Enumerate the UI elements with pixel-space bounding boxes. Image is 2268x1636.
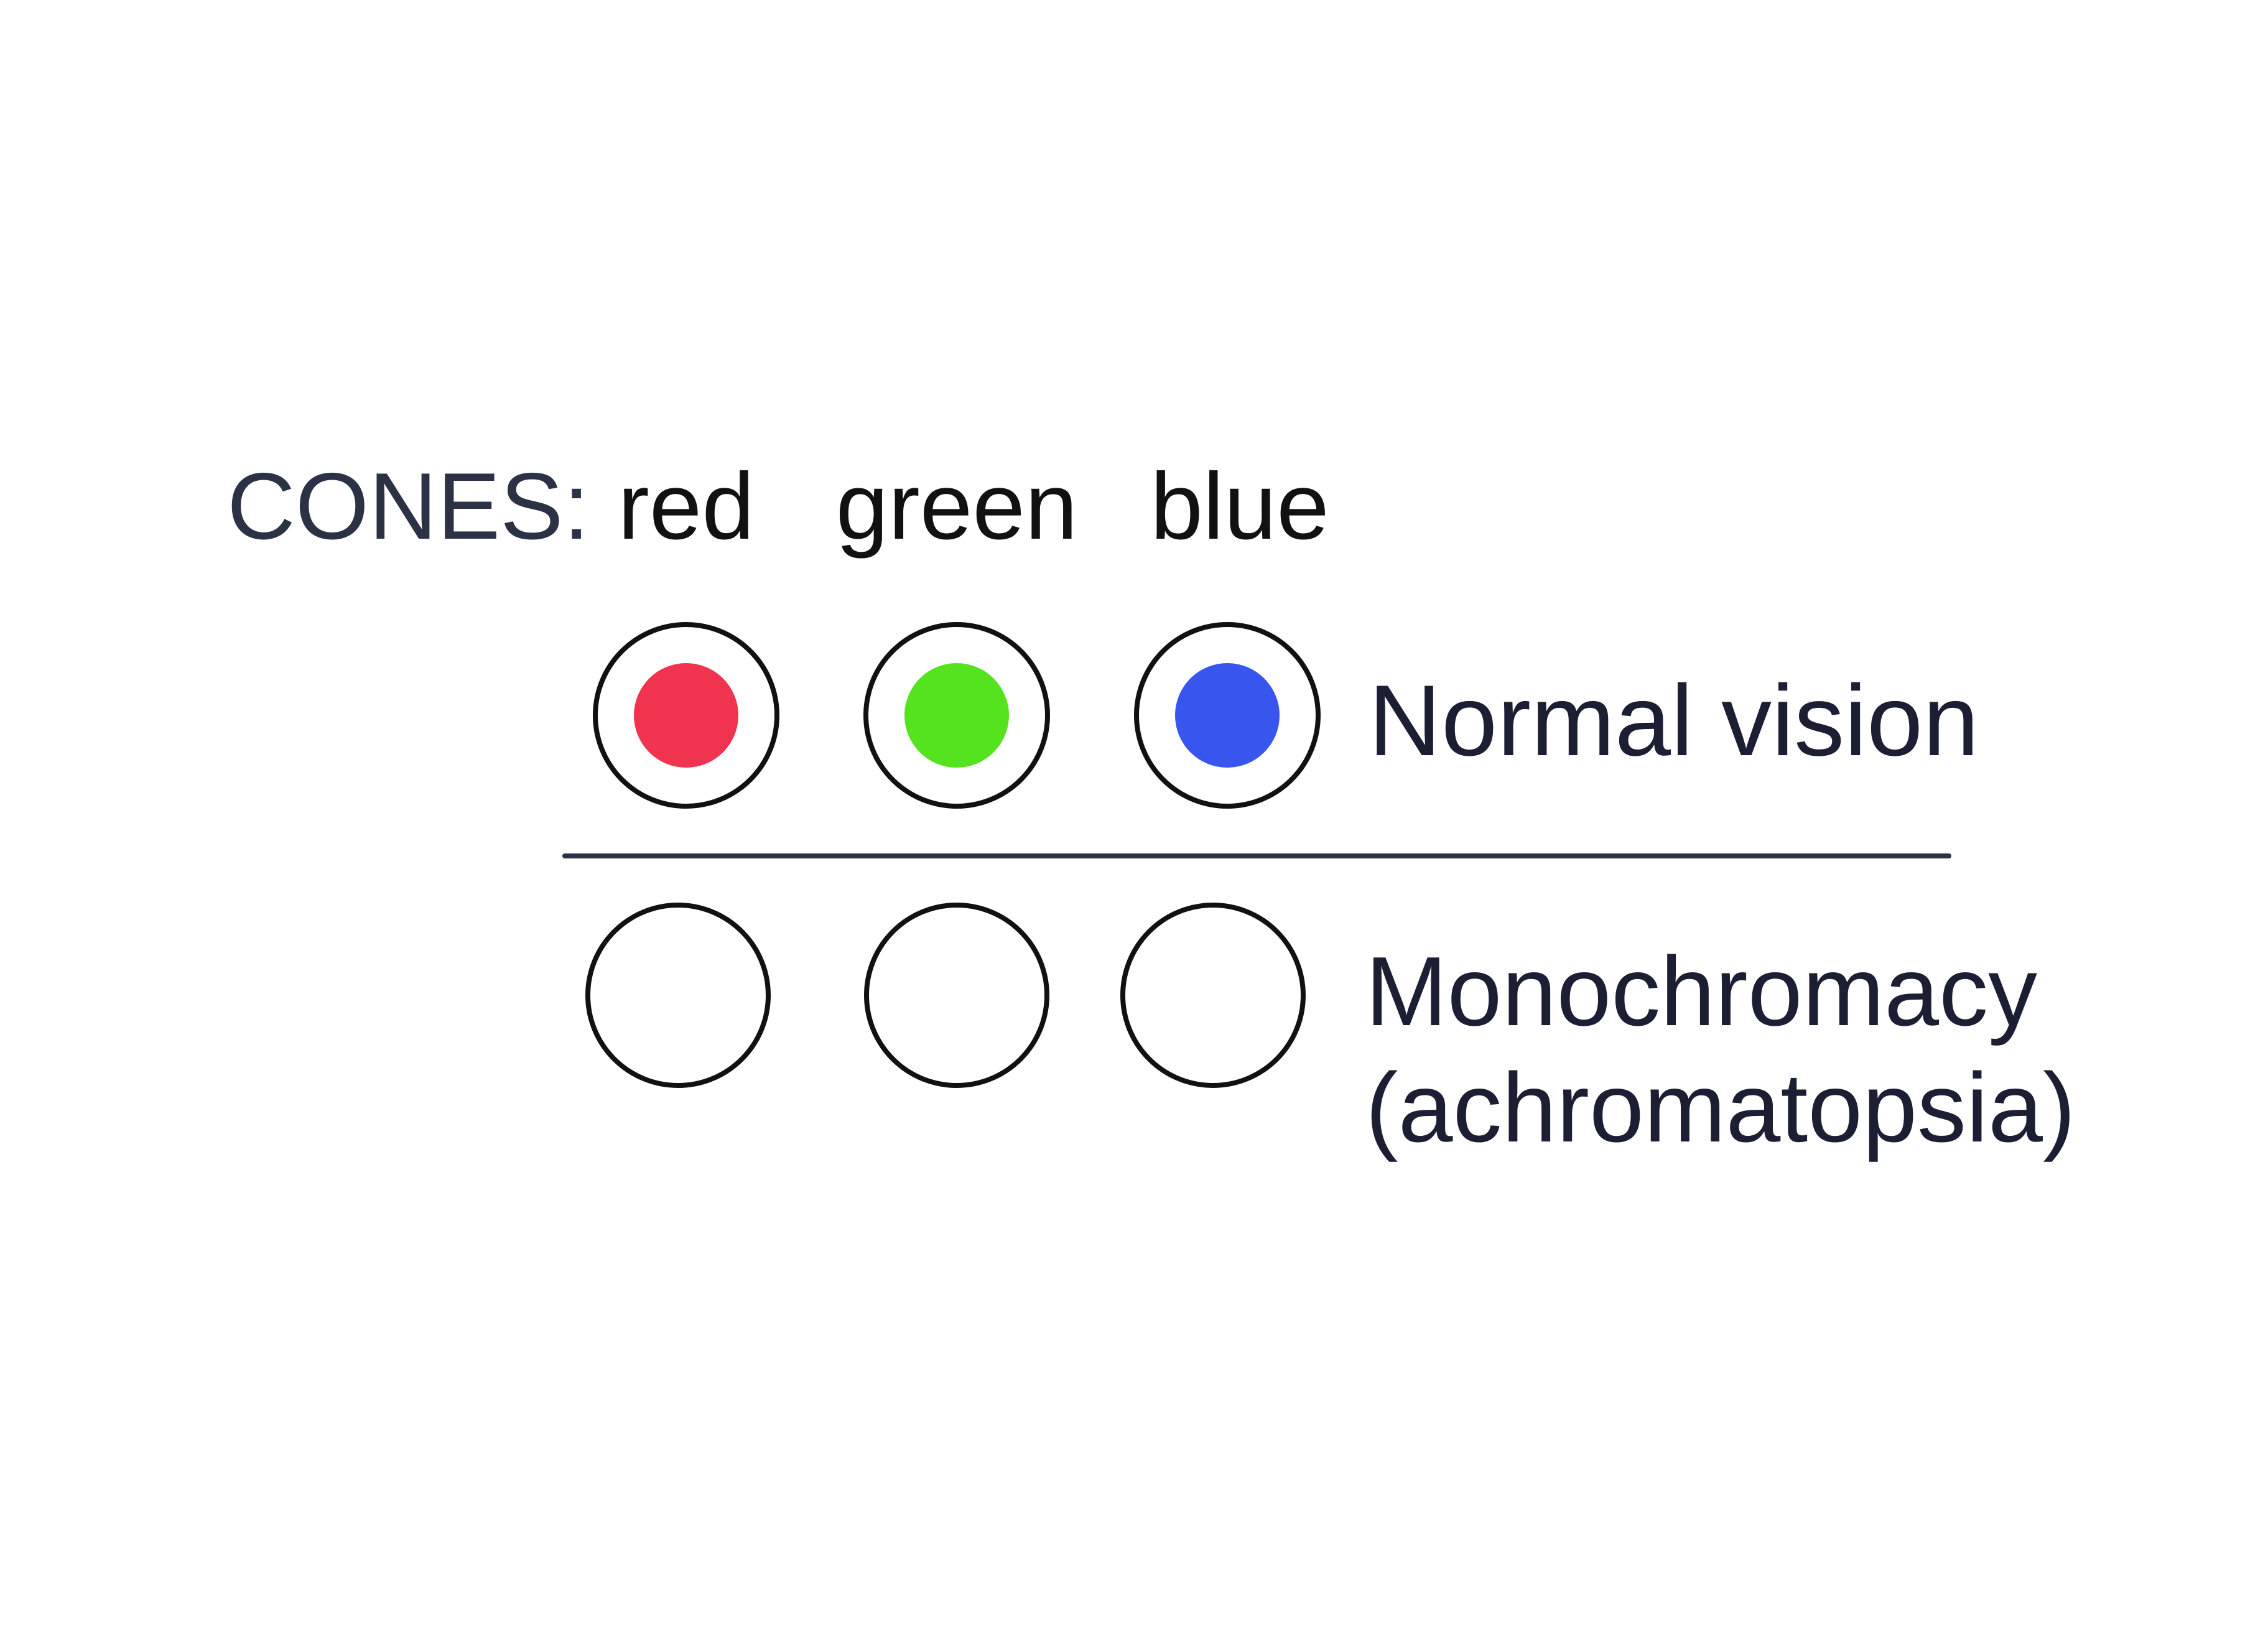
- empty-cone-outline-2: [864, 903, 1049, 1088]
- cone-label-red: red: [618, 453, 755, 559]
- cone-fill-blue: [1175, 663, 1280, 768]
- cones-heading: CONES:: [227, 453, 590, 559]
- monochromacy-label: Monochromacy: [1365, 937, 2037, 1046]
- normal-vision-label: Normal vision: [1369, 664, 1979, 777]
- cone-fill-red: [634, 663, 738, 768]
- empty-cone-outline-3: [1120, 903, 1306, 1088]
- row-normal-vision: Normal vision: [593, 622, 1979, 809]
- empty-cone-outline-1: [585, 903, 771, 1088]
- cone-fill-green: [904, 663, 1009, 768]
- cone-label-blue: blue: [1150, 453, 1329, 559]
- row-monochromacy: Monochromacy (achromatopsia): [585, 903, 2076, 1163]
- achromatopsia-label: (achromatopsia): [1365, 1053, 2076, 1163]
- cone-label-green: green: [836, 453, 1078, 559]
